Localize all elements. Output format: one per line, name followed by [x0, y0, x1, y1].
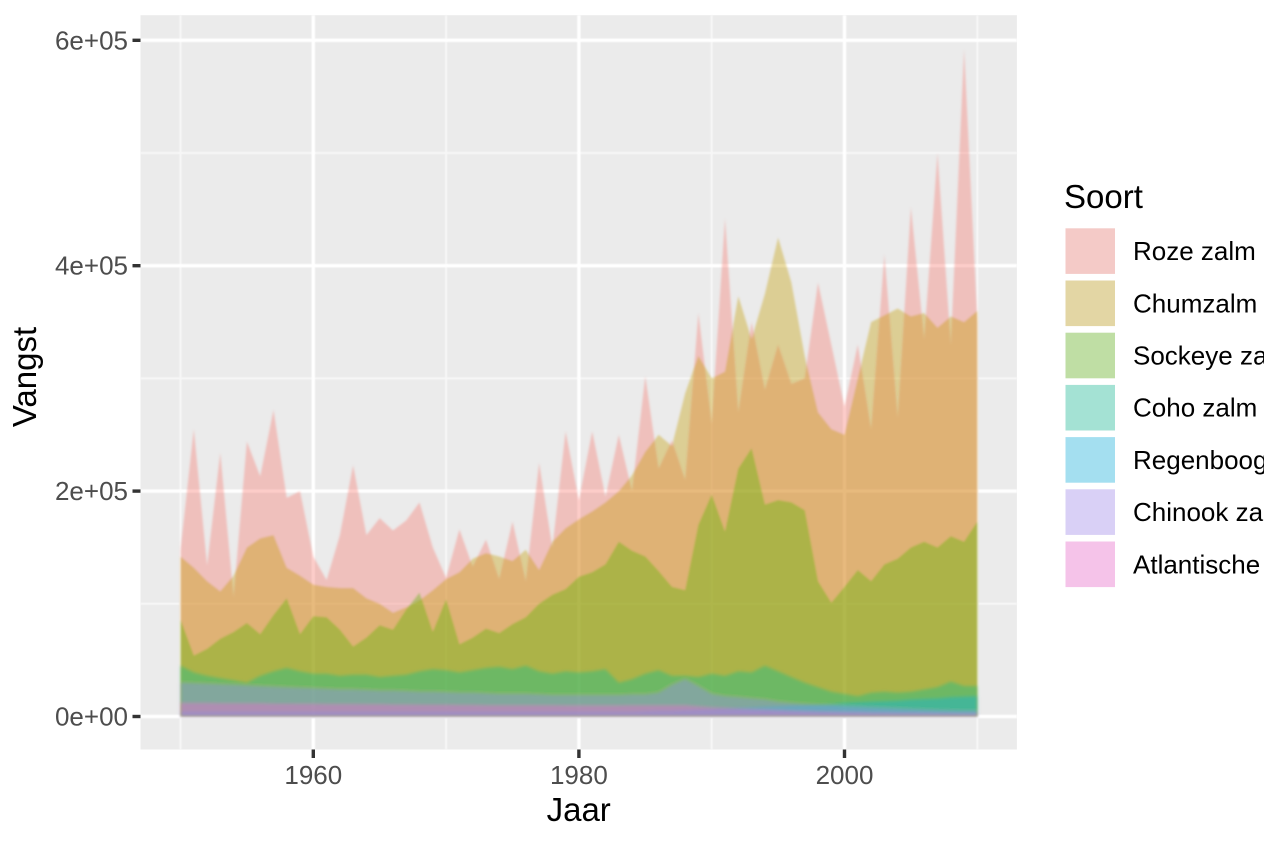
svg-text:Jaar: Jaar	[547, 791, 611, 828]
svg-text:Coho zalm: Coho zalm	[1133, 393, 1257, 423]
svg-text:1960: 1960	[284, 760, 342, 790]
svg-text:Atlantische zalm: Atlantische zalm	[1133, 549, 1264, 579]
svg-text:1980: 1980	[550, 760, 608, 790]
svg-text:6e+05: 6e+05	[55, 25, 128, 55]
svg-text:Chinook zalm: Chinook zalm	[1133, 497, 1264, 527]
svg-text:Regenboogforel: Regenboogforel	[1133, 445, 1264, 475]
svg-text:2e+05: 2e+05	[55, 476, 128, 506]
svg-text:0e+00: 0e+00	[55, 702, 128, 732]
svg-text:4e+05: 4e+05	[55, 251, 128, 281]
svg-text:Chumzalm: Chumzalm	[1133, 288, 1257, 318]
svg-text:Soort: Soort	[1064, 178, 1143, 215]
svg-text:Sockeye zalm: Sockeye zalm	[1133, 341, 1264, 371]
svg-text:Vangst: Vangst	[6, 327, 43, 427]
svg-text:Roze zalm: Roze zalm	[1133, 236, 1256, 266]
svg-text:2000: 2000	[816, 760, 874, 790]
